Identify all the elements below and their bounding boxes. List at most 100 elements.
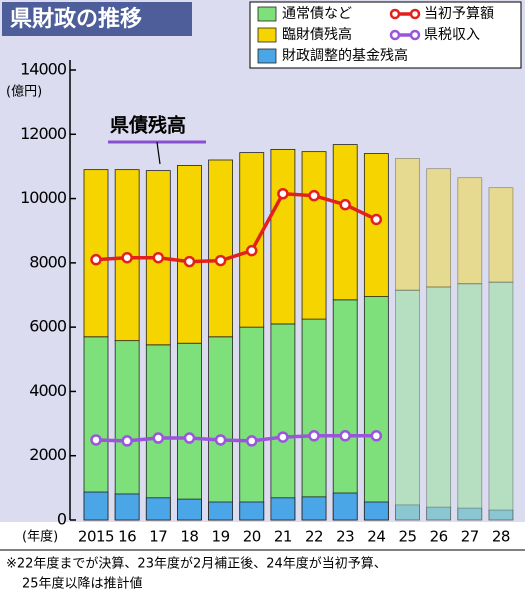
legend-box [249, 1, 522, 69]
x-tick-label: 16 [118, 528, 136, 546]
line-marker [246, 435, 258, 447]
bar [395, 289, 420, 521]
line-marker [152, 251, 165, 264]
x-tick-label: 20 [243, 528, 261, 546]
line-marker [183, 255, 196, 268]
bar [426, 506, 452, 521]
bar [114, 340, 140, 521]
line-marker [370, 213, 383, 226]
bar [457, 283, 483, 521]
x-tick-label: 21 [274, 528, 292, 546]
bar [363, 501, 389, 521]
legend-label: 臨財債残高 [282, 26, 352, 43]
bar [301, 496, 327, 521]
line-marker [339, 198, 351, 211]
legend-label: 県税収入 [424, 27, 480, 43]
annotation: 県債残高 [110, 114, 186, 137]
x-tick-label: 28 [492, 528, 510, 546]
line-marker [277, 188, 289, 200]
y-tick-label: 10000 [20, 188, 67, 207]
bar [426, 168, 452, 288]
bar [145, 497, 171, 521]
x-tick-label: 22 [305, 528, 323, 546]
title-box [2, 2, 192, 36]
bar [239, 152, 265, 328]
x-tick-label: 19 [212, 528, 230, 546]
bar [457, 507, 483, 521]
line [95, 434, 377, 443]
annotation-pointer [156, 141, 161, 165]
line-marker [339, 430, 351, 442]
x-tick-label: 23 [336, 528, 354, 546]
bar [208, 159, 234, 338]
bar [208, 336, 234, 521]
y-tick-label: 8000 [29, 252, 67, 271]
line-marker [308, 430, 320, 442]
legend-marker [409, 8, 421, 20]
bar [301, 318, 327, 521]
line-marker [308, 189, 320, 202]
bar [488, 187, 514, 283]
line-marker [90, 434, 102, 446]
legend-label: 財政調整的基金残高 [282, 47, 408, 64]
bar [177, 498, 202, 521]
legend-swatch [257, 27, 277, 43]
x-tick-label: 27 [461, 528, 479, 546]
y-tick-label: 0 [57, 510, 67, 529]
bar [83, 169, 109, 338]
bar [208, 501, 234, 521]
bar [332, 144, 358, 301]
x-axis-label: (年度) [22, 529, 58, 545]
bar [239, 326, 265, 521]
bar [488, 281, 514, 521]
x-tick-label: 26 [430, 528, 448, 546]
bar [395, 157, 420, 291]
bar [177, 342, 202, 521]
line-marker [152, 432, 165, 444]
x-tick-label: 2015 [78, 528, 114, 546]
y-tick-label: 14000 [20, 60, 67, 79]
bar [270, 148, 296, 325]
legend-label: 当初予算額 [424, 5, 494, 22]
x-tick-label: 17 [149, 528, 167, 546]
line-marker [370, 430, 383, 442]
bar [395, 504, 420, 521]
y-tick-label: 6000 [29, 317, 67, 336]
line-marker [246, 244, 258, 257]
bar [239, 501, 265, 521]
line-marker [183, 432, 196, 444]
line-marker [121, 251, 133, 264]
line-marker [214, 434, 227, 446]
line [95, 191, 378, 264]
bar [332, 492, 358, 521]
legend-swatch [257, 48, 277, 64]
legend-marker [409, 29, 421, 41]
bar [426, 286, 452, 521]
bar [177, 165, 202, 344]
bar [83, 336, 109, 521]
line-marker [214, 254, 227, 267]
bar [270, 323, 296, 521]
line-marker [121, 435, 133, 447]
chart-title: 県財政の推移 [10, 6, 142, 32]
x-tick-label: 18 [180, 528, 198, 546]
legend-swatch [257, 6, 277, 22]
x-tick-label: 24 [367, 528, 385, 546]
bar [114, 493, 140, 521]
footnote: 25年度以降は推計値 [22, 576, 143, 592]
legend-label: 通常債など [282, 6, 352, 22]
bar [363, 296, 389, 521]
bar [301, 151, 327, 320]
legend-marker [389, 8, 401, 20]
bar [83, 491, 109, 521]
line-marker [90, 253, 102, 266]
bar [488, 509, 514, 521]
line-marker [277, 431, 289, 443]
bar [457, 177, 483, 285]
y-axis-label: (億円) [6, 84, 42, 100]
bar [270, 497, 296, 521]
x-tick-label: 25 [398, 528, 416, 546]
legend-marker [389, 29, 401, 41]
bar [332, 299, 358, 521]
